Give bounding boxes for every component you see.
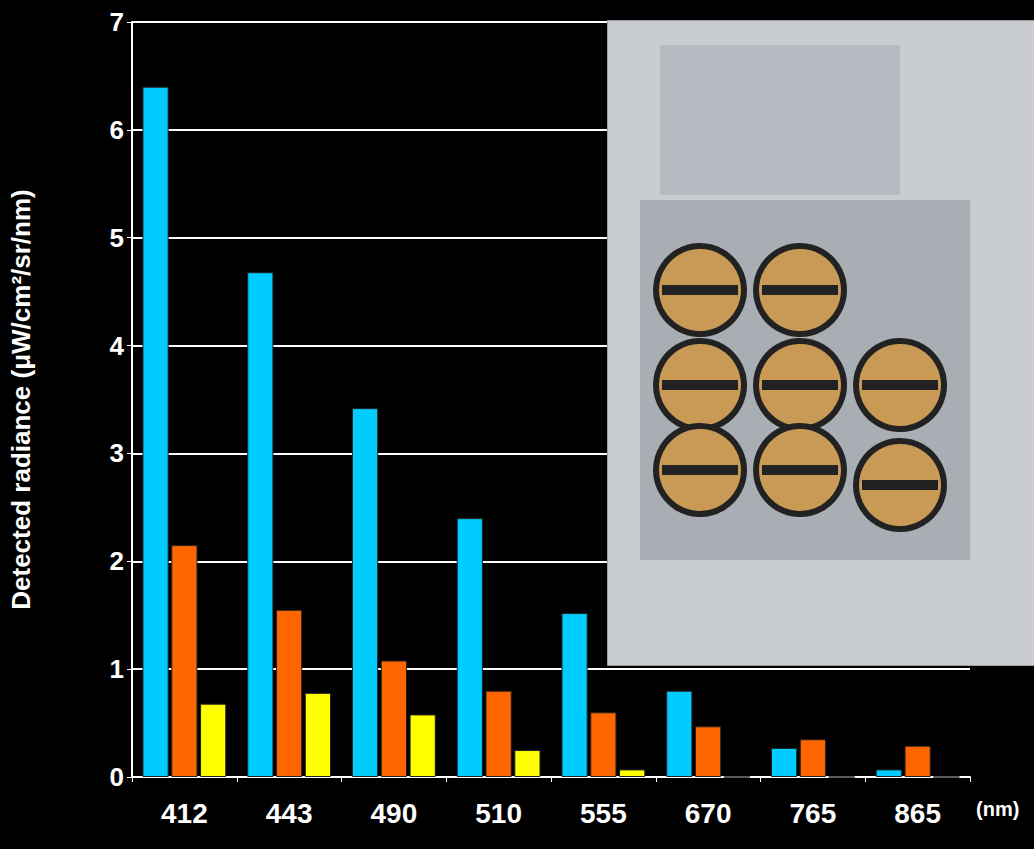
svg-text:490: 490 <box>371 798 418 829</box>
svg-text:865: 865 <box>894 798 941 829</box>
svg-text:443: 443 <box>266 798 313 829</box>
svg-text:4: 4 <box>110 331 125 361</box>
svg-text:3: 3 <box>110 438 124 468</box>
svg-text:670: 670 <box>685 798 732 829</box>
svg-text:7: 7 <box>110 7 124 37</box>
svg-text:6: 6 <box>110 115 124 145</box>
svg-text:2: 2 <box>110 546 124 576</box>
svg-text:0: 0 <box>110 762 124 792</box>
svg-text:Detected radiance (μW/cm²/sr/n: Detected radiance (μW/cm²/sr/nm) <box>6 189 36 609</box>
svg-text:510: 510 <box>475 798 522 829</box>
svg-text:555: 555 <box>580 798 627 829</box>
svg-text:(nm): (nm) <box>976 798 1019 820</box>
svg-text:412: 412 <box>161 798 208 829</box>
svg-text:1: 1 <box>110 654 124 684</box>
svg-text:5: 5 <box>110 223 124 253</box>
svg-text:765: 765 <box>790 798 837 829</box>
